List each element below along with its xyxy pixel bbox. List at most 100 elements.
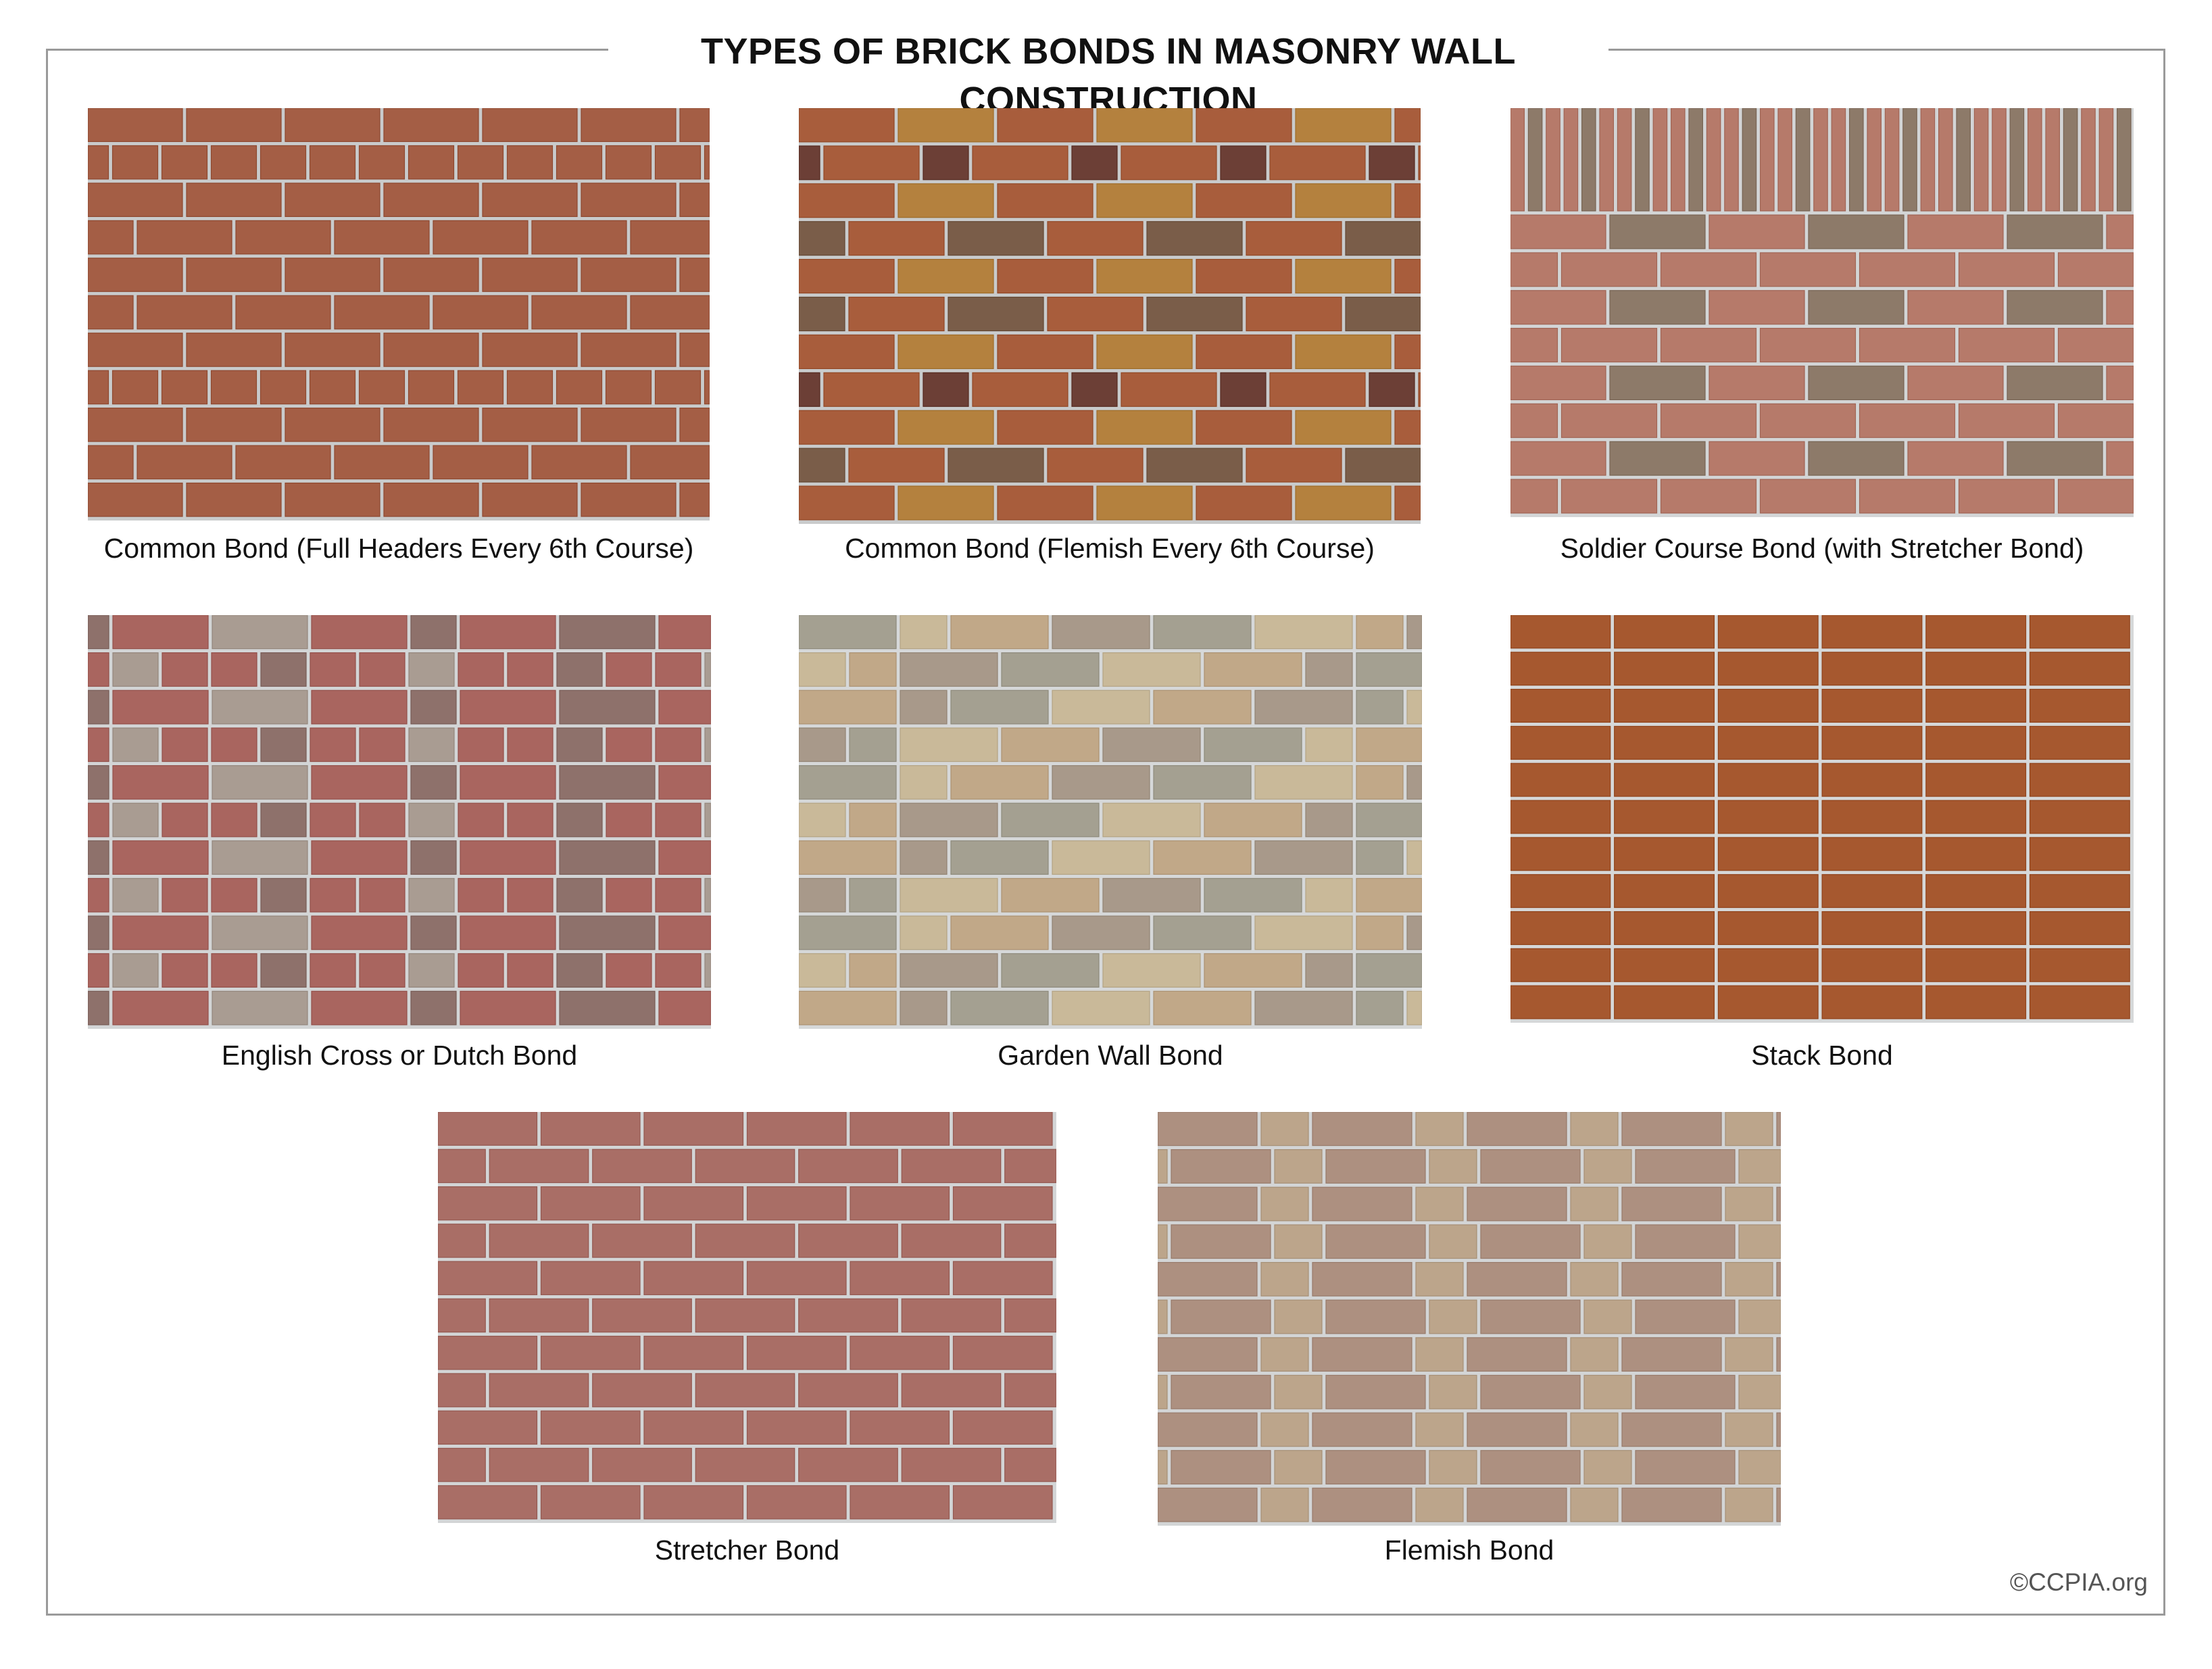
brick <box>112 802 159 838</box>
brick <box>1260 1412 1309 1447</box>
brick <box>489 1373 589 1407</box>
brick <box>1609 214 1706 249</box>
brick <box>898 485 994 521</box>
brick <box>311 765 408 800</box>
brick <box>2063 108 2078 212</box>
brick <box>850 1485 950 1520</box>
brick <box>997 108 1093 143</box>
brick <box>1004 1447 1056 1482</box>
brick <box>1369 372 1415 407</box>
brick <box>1717 800 1819 834</box>
brick <box>88 877 109 913</box>
brick <box>952 1112 1053 1146</box>
brick <box>658 840 711 875</box>
brick <box>658 765 711 800</box>
brick <box>310 953 356 988</box>
brick <box>88 652 109 687</box>
brick <box>1907 365 2004 400</box>
brick <box>2081 108 2096 212</box>
brick <box>1096 183 1193 218</box>
brick <box>1821 652 1923 686</box>
brick <box>1467 1412 1567 1447</box>
brick <box>112 145 159 180</box>
brick <box>1510 911 1611 945</box>
brick <box>1158 1412 1258 1447</box>
brick <box>948 448 1044 483</box>
brick <box>482 258 578 292</box>
brick <box>1867 108 1882 212</box>
brick <box>1269 145 1366 180</box>
brick <box>112 953 159 988</box>
brick <box>799 485 895 521</box>
brick <box>260 727 307 763</box>
brick <box>235 445 331 480</box>
brick <box>2106 365 2134 400</box>
brick <box>1001 877 1100 913</box>
brick <box>1849 108 1864 212</box>
brick <box>408 145 455 180</box>
brick <box>438 1447 486 1482</box>
brick <box>88 765 109 800</box>
brick <box>1510 689 1611 723</box>
brick <box>1071 372 1118 407</box>
brick <box>438 1373 486 1407</box>
brick <box>310 727 356 763</box>
brick <box>1821 615 1923 649</box>
brick <box>581 333 677 367</box>
brick <box>997 334 1093 369</box>
brick <box>1001 652 1100 687</box>
brick <box>2029 763 2130 797</box>
brick <box>1345 448 1421 483</box>
brick <box>112 840 209 875</box>
brick <box>1510 108 1525 212</box>
panel-soldier-course-bond: Soldier Course Bond (with Stretcher Bond… <box>1510 108 2134 564</box>
brick <box>1312 1337 1412 1372</box>
brick <box>334 220 430 255</box>
brick <box>1246 296 1342 332</box>
brick <box>212 615 308 650</box>
brick <box>1560 328 1658 363</box>
brick <box>161 370 208 405</box>
brick <box>900 690 948 725</box>
brick <box>952 1186 1053 1221</box>
brick <box>1345 221 1421 256</box>
brick <box>1429 1374 1477 1409</box>
brick <box>1369 145 1415 180</box>
brick <box>1510 290 1606 325</box>
brick <box>2106 214 2134 249</box>
brick <box>1312 1186 1412 1221</box>
brick <box>1001 727 1100 763</box>
brick <box>997 485 1093 521</box>
brick <box>1671 108 1686 212</box>
brick <box>849 652 897 687</box>
brick <box>482 408 578 442</box>
brick <box>1614 874 1715 909</box>
brick <box>695 1224 795 1258</box>
panel-common-bond-flemish: Common Bond (Flemish Every 6th Course) <box>799 108 1421 564</box>
brick <box>112 765 209 800</box>
brick <box>898 334 994 369</box>
brick <box>849 877 897 913</box>
brick <box>311 615 408 650</box>
brick <box>1717 911 1819 945</box>
brick <box>1204 877 1302 913</box>
brick <box>1295 183 1392 218</box>
brick <box>531 295 627 330</box>
brick <box>948 296 1044 332</box>
brick <box>1312 1487 1412 1522</box>
brick <box>799 915 897 950</box>
brick <box>1973 108 1989 212</box>
brick <box>540 1112 641 1146</box>
brick <box>900 915 948 950</box>
brick <box>482 482 578 517</box>
brick <box>2029 800 2130 834</box>
brick <box>1510 837 1611 871</box>
brick <box>1808 365 1904 400</box>
brick <box>540 1410 641 1445</box>
brick <box>901 1447 1002 1482</box>
brick <box>137 295 232 330</box>
brick <box>592 1148 692 1184</box>
panel-english-cross-bond: English Cross or Dutch Bond <box>88 615 711 1071</box>
brick <box>643 1485 744 1520</box>
brick <box>1621 1412 1722 1447</box>
